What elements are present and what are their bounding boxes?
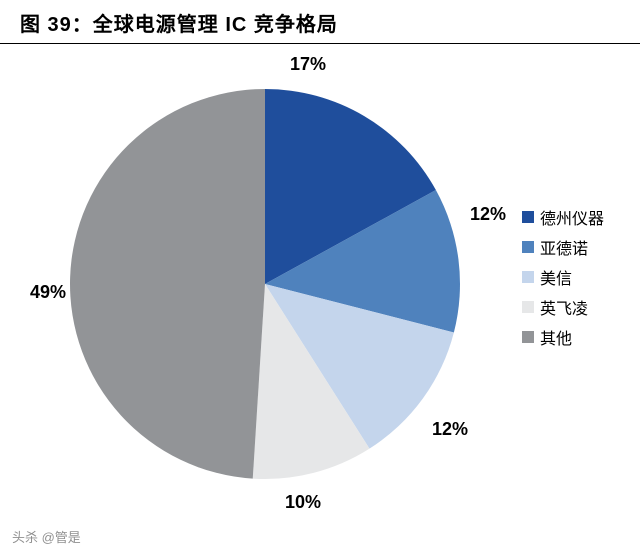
pie-slice-label-1: 12%	[470, 204, 506, 225]
figure-title-block: 图 39：全球电源管理 IC 竞争格局	[0, 0, 640, 44]
footer-attribution: 头杀 @管是	[12, 527, 81, 546]
pie-slice-label-3: 10%	[285, 492, 321, 513]
pie-slice-4	[70, 89, 265, 479]
pie-slices-group	[70, 89, 460, 479]
legend-label-2: 美信	[540, 265, 572, 289]
legend: 德州仪器亚德诺美信英飞凌其他	[522, 199, 604, 355]
legend-label-3: 英飞凌	[540, 295, 588, 319]
legend-swatch-4	[522, 331, 534, 343]
legend-label-1: 亚德诺	[540, 235, 588, 259]
pie-slice-label-2: 12%	[432, 419, 468, 440]
legend-swatch-1	[522, 241, 534, 253]
legend-swatch-0	[522, 211, 534, 223]
pie-slice-label-4: 49%	[30, 282, 66, 303]
legend-item-3: 英飞凌	[522, 295, 604, 319]
pie-chart-area: 17% 12% 12% 10% 49% 德州仪器亚德诺美信英飞凌其他	[0, 44, 640, 524]
figure-title: 图 39：全球电源管理 IC 竞争格局	[20, 14, 338, 36]
legend-swatch-3	[522, 301, 534, 313]
pie-slice-label-0: 17%	[290, 54, 326, 75]
page: 图 39：全球电源管理 IC 竞争格局 17% 12% 12% 10% 49% 德州仪器…	[0, 0, 640, 552]
legend-item-0: 德州仪器	[522, 205, 604, 229]
legend-item-1: 亚德诺	[522, 235, 604, 259]
legend-item-4: 其他	[522, 325, 604, 349]
legend-label-0: 德州仪器	[540, 205, 604, 229]
legend-item-2: 美信	[522, 265, 604, 289]
legend-swatch-2	[522, 271, 534, 283]
legend-label-4: 其他	[540, 325, 572, 349]
